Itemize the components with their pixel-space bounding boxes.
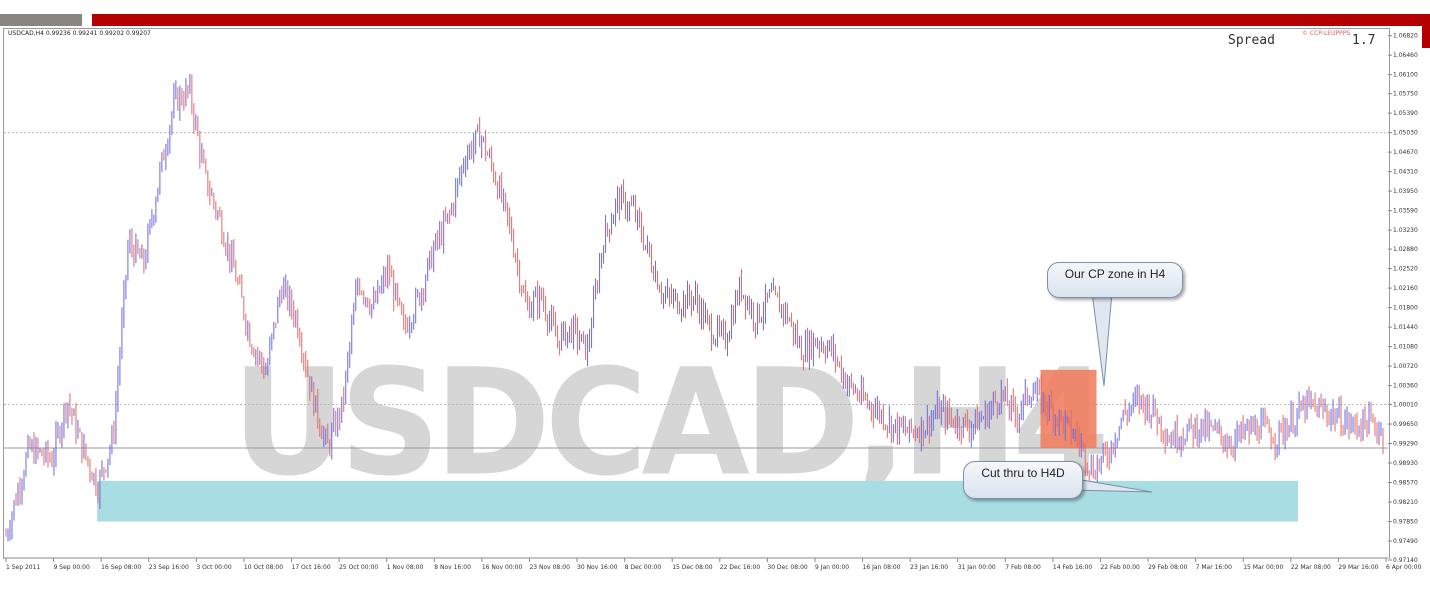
x-tick-label: 23 Jan 16:00 [910,564,948,571]
y-tick-label: 1.04310 [1393,169,1418,176]
y-tick-label: 1.04670 [1393,149,1418,156]
x-tick-label: 31 Jan 00:00 [958,564,996,571]
y-tick-label: 0.98210 [1393,499,1418,506]
x-tick-label: 6 Apr 00:00 [1386,564,1421,571]
y-tick-label: 0.97140 [1393,557,1418,564]
x-tick-label: 16 Sep 08:00 [101,564,141,571]
cp-zone-callout: Our CP zone in H4 [1047,262,1183,298]
y-tick-label: 1.05750 [1393,91,1418,98]
symbol-info-label: USDCAD,H4 0.99236 0.99241 0.99202 0.9920… [8,30,151,37]
x-tick-label: 10 Oct 08:00 [244,564,283,571]
top-banner-red-edge [1422,14,1430,48]
x-tick-label: 7 Feb 08:00 [1005,564,1041,571]
y-tick-label: 1.03590 [1393,208,1418,215]
y-tick-label: 1.02520 [1393,266,1418,273]
x-tick-label: 22 Dec 16:00 [720,564,761,571]
x-tick-label: 9 Jan 00:00 [815,564,849,571]
x-tick-label: 25 Oct 00:00 [339,564,378,571]
y-tick-label: 0.97490 [1393,538,1418,545]
y-tick-label: 1.06100 [1393,72,1418,79]
x-tick-label: 9 Sep 00:00 [54,564,90,571]
x-tick-label: 17 Oct 16:00 [292,564,331,571]
cp-zone-callout-text: Our CP zone in H4 [1064,267,1166,281]
spread-tag: © CCP-LEUPPPS [1302,30,1351,37]
y-tick-label: 1.01800 [1393,305,1418,312]
x-tick-label: 8 Dec 00:00 [625,564,662,571]
spread-label: Spread [1228,33,1275,48]
y-tick-label: 1.00010 [1393,402,1418,409]
x-tick-label: 16 Jan 08:00 [863,564,901,571]
x-tick-label: 1 Nov 08:00 [387,564,424,571]
y-tick-label: 1.05390 [1393,110,1418,117]
y-tick-label: 1.01080 [1393,344,1418,351]
x-tick-label: 16 Nov 00:00 [482,564,523,571]
cut-thru-callout-text: Cut thru to H4D [981,466,1065,480]
x-tick-label: 23 Sep 16:00 [149,564,189,571]
top-banner-gray [0,14,82,26]
top-banner-red [92,14,1430,26]
y-tick-label: 1.02160 [1393,285,1418,292]
y-tick-label: 1.06820 [1393,33,1418,40]
y-tick-label: 1.01440 [1393,324,1418,331]
x-tick-label: 3 Oct 00:00 [196,564,231,571]
x-tick-label: 8 Nov 16:00 [434,564,471,571]
cut-thru-callout: Cut thru to H4D [963,461,1083,499]
y-tick-label: 1.02880 [1393,246,1418,253]
x-tick-label: 22 Mar 08:00 [1291,564,1331,571]
y-tick-label: 0.98570 [1393,480,1418,487]
x-tick-label: 1 Sep 2011 [6,564,40,571]
y-tick-label: 0.99650 [1393,421,1418,428]
y-tick-label: 1.06460 [1393,52,1418,59]
x-tick-label: 23 Nov 08:00 [529,564,570,571]
y-tick-label: 0.99290 [1393,441,1418,448]
x-tick-label: 30 Nov 16:00 [577,564,618,571]
y-tick-label: 1.00360 [1393,383,1418,390]
chart-frame[interactable] [3,28,1390,559]
y-tick-label: 0.97850 [1393,519,1418,526]
x-tick-label: 15 Dec 08:00 [672,564,713,571]
y-tick-label: 1.00720 [1393,363,1418,370]
y-tick-label: 0.98930 [1393,460,1418,467]
y-tick-label: 1.05030 [1393,130,1418,137]
x-tick-label: 29 Mar 16:00 [1338,564,1378,571]
x-tick-label: 14 Feb 16:00 [1053,564,1093,571]
y-tick-label: 1.03230 [1393,227,1418,234]
x-tick-label: 30 Dec 08:00 [767,564,808,571]
x-tick-label: 7 Mar 16:00 [1196,564,1232,571]
x-tick-label: 29 Feb 08:00 [1148,564,1188,571]
x-tick-label: 15 Mar 00:00 [1243,564,1283,571]
y-tick-label: 1.03950 [1393,188,1418,195]
cp-zone [1040,369,1097,448]
x-tick-label: 22 Feb 00:00 [1100,564,1140,571]
spread-value: 1.7 [1352,33,1376,48]
